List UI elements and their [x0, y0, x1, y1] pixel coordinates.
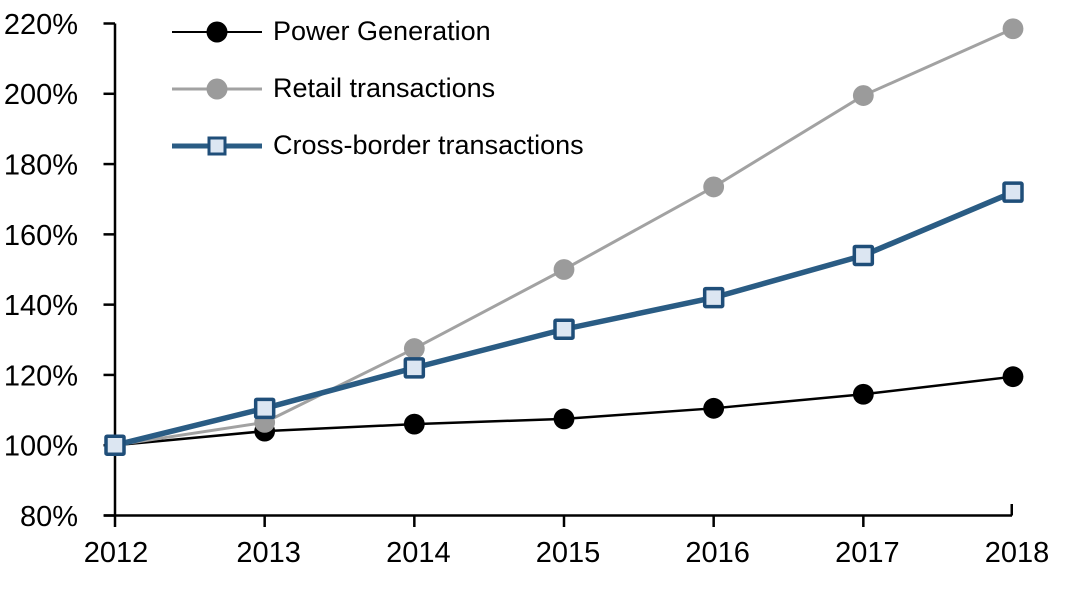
chart-legend: Power Generation Retail transactions Cro… [172, 3, 584, 174]
legend-label-cross-border-transactions: Cross-border transactions [273, 130, 584, 160]
x-axis-label: 2018 [985, 537, 1050, 569]
data-point-marker-2 [553, 318, 575, 340]
y-axis-label: 160% [4, 220, 78, 252]
legend-item-power-generation: Power Generation [172, 3, 584, 60]
data-point-marker-2 [852, 244, 875, 267]
x-axis-label: 2016 [685, 537, 750, 569]
x-axis-label: 2014 [386, 537, 451, 569]
y-axis-label: 100% [4, 431, 78, 463]
y-axis-label: 180% [4, 150, 78, 182]
legend-item-retail-transactions: Retail transactions [172, 60, 584, 117]
data-point-marker-0 [703, 397, 725, 419]
x-axis-label: 2012 [84, 537, 149, 569]
data-point-marker-2 [702, 286, 725, 309]
legend-item-cross-border-transactions: Cross-border transactions [172, 117, 584, 174]
data-point-marker-2 [1002, 181, 1024, 203]
y-axis-label: 80% [20, 501, 78, 533]
data-point-marker-1 [403, 338, 425, 359]
data-point-marker-0 [1002, 366, 1024, 388]
legend-square-marker-icon [207, 136, 227, 155]
x-axis-label: 2015 [536, 537, 601, 569]
data-point-marker-1 [1002, 18, 1024, 40]
data-point-marker-2 [253, 397, 276, 420]
data-point-marker-1 [703, 176, 725, 198]
data-point-marker-0 [852, 383, 874, 405]
y-axis-label: 220% [4, 9, 78, 41]
legend-label-power-generation: Power Generation [273, 16, 491, 46]
legend-marker-retail-transactions [172, 76, 262, 102]
legend-circle-marker-icon [206, 21, 228, 42]
data-point-marker-0 [553, 408, 575, 430]
y-axis-label: 120% [4, 360, 78, 392]
legend-label-retail-transactions: Retail transactions [273, 73, 496, 103]
data-point-marker-2 [403, 357, 426, 379]
data-point-marker-0 [403, 413, 425, 435]
y-axis-label: 200% [4, 79, 78, 111]
data-point-marker-2 [104, 434, 126, 456]
data-point-marker-1 [553, 259, 575, 280]
legend-marker-power-generation [172, 19, 262, 45]
y-axis-label: 140% [4, 290, 78, 322]
x-axis-label: 2013 [236, 537, 301, 569]
legend-marker-cross-border-transactions [172, 133, 262, 159]
data-point-marker-1 [852, 85, 874, 106]
legend-circle-marker-icon [206, 78, 228, 99]
x-axis-label: 2017 [835, 537, 900, 569]
